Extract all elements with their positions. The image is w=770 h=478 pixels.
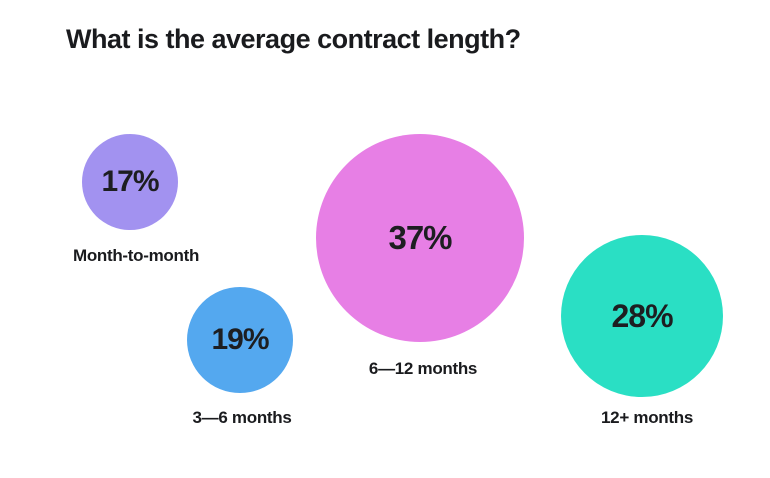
bubble-circle-3-6-months: 19%	[187, 287, 293, 393]
bubble-label-12-plus-months: 12+ months	[601, 408, 693, 427]
bubble-value-month-to-month: 17%	[101, 165, 159, 198]
chart-title: What is the average contract length?	[66, 24, 521, 54]
bubble-value-3-6-months: 19%	[211, 323, 269, 356]
bubble-label-6-12-months: 6—12 months	[368, 359, 478, 378]
bubble-circle-6-12-months: 37%	[316, 134, 524, 342]
bubble-circle-month-to-month: 17%	[82, 134, 178, 230]
bubble-value-6-12-months: 37%	[388, 219, 452, 256]
bubble-value-12-plus-months: 28%	[611, 297, 673, 334]
bubble-circle-12-plus-months: 28%	[561, 235, 723, 397]
bubble-label-3-6-months: 3—6 months	[192, 408, 292, 427]
bubble-label-month-to-month: Month-to-month	[72, 246, 200, 265]
